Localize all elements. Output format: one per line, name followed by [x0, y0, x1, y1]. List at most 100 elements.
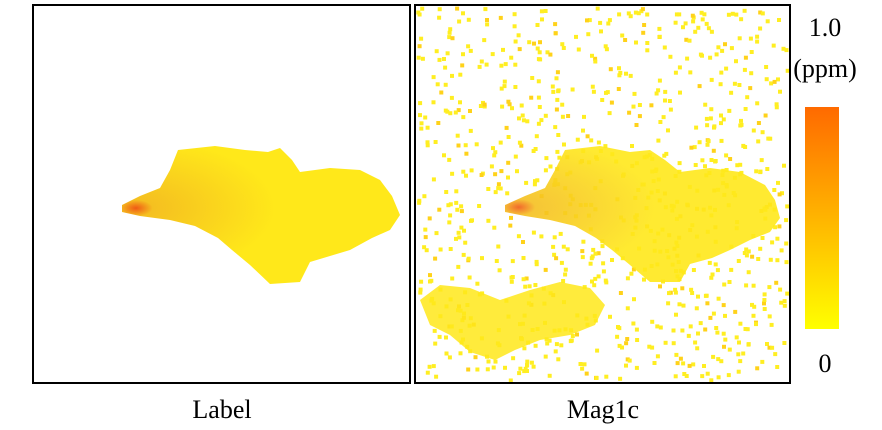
noise-pixel [513, 62, 518, 67]
noise-pixel [779, 300, 784, 305]
noise-pixel [580, 249, 585, 254]
noise-pixel [594, 375, 599, 380]
noise-pixel [467, 275, 472, 280]
noise-pixel [784, 48, 789, 53]
noise-pixel [631, 267, 636, 272]
noise-pixel [555, 97, 560, 102]
noise-pixel [502, 79, 507, 84]
noise-pixel [499, 63, 504, 68]
noise-pixel [582, 362, 587, 367]
noise-pixel [585, 134, 590, 139]
noise-pixel [758, 169, 763, 174]
noise-pixel [617, 12, 622, 17]
noise-pixel [559, 260, 564, 265]
noise-pixel [454, 236, 458, 241]
noise-pixel [632, 91, 637, 96]
noise-pixel [450, 171, 455, 176]
noise-pixel [443, 65, 448, 70]
noise-pixel [516, 234, 521, 239]
noise-pixel [450, 36, 455, 41]
noise-pixel [765, 19, 770, 24]
noise-pixel [661, 115, 666, 120]
noise-pixel [423, 235, 428, 240]
noise-pixel [500, 104, 505, 109]
noise-pixel [723, 337, 728, 342]
noise-pixel [442, 153, 446, 158]
noise-pixel [784, 218, 789, 223]
noise-pixel [433, 341, 438, 346]
noise-pixel [536, 57, 541, 62]
noise-pixel [492, 225, 497, 230]
noise-pixel [718, 82, 723, 87]
noise-pixel [743, 107, 748, 111]
noise-pixel [713, 159, 718, 164]
noise-pixel [729, 267, 734, 272]
noise-pixel [455, 133, 460, 138]
noise-pixel [759, 158, 764, 163]
noise-pixel [520, 113, 525, 118]
noise-pixel [468, 128, 473, 133]
noise-pixel [784, 260, 789, 265]
noise-pixel [724, 168, 729, 172]
noise-pixel [684, 374, 689, 378]
noise-pixel [693, 163, 698, 167]
noise-pixel [624, 71, 628, 76]
panel-frame [414, 4, 791, 384]
noise-pixel [663, 98, 667, 103]
noise-pixel [629, 271, 634, 276]
noise-pixel [649, 103, 654, 108]
noise-pixel [473, 355, 478, 360]
noise-pixel [449, 95, 454, 100]
noise-pixel [770, 240, 775, 245]
noise-pixel [785, 68, 790, 73]
noise-pixel [581, 239, 586, 244]
noise-pixel [771, 43, 776, 48]
noise-pixel [720, 48, 725, 53]
noise-pixel [623, 38, 628, 42]
noise-pixel [600, 98, 605, 102]
noise-pixel [704, 21, 709, 26]
noise-pixel [420, 56, 425, 61]
noise-pixel [548, 52, 553, 57]
noise-pixel [553, 22, 558, 27]
noise-pixel [576, 47, 581, 52]
noise-pixel [444, 351, 449, 356]
noise-pixel [743, 327, 748, 331]
noise-pixel [766, 136, 771, 141]
noise-pixel [587, 18, 592, 23]
noise-pixel [657, 78, 662, 83]
noise-pixel [739, 122, 744, 127]
noise-pixel [722, 344, 726, 349]
noise-pixel [512, 12, 517, 17]
noise-pixel [601, 261, 606, 266]
noise-pixel [639, 9, 644, 14]
noise-pixel [673, 70, 678, 75]
noise-pixel [437, 57, 442, 62]
noise-pixel [677, 302, 682, 307]
label-panel [32, 4, 411, 384]
noise-pixel [697, 140, 702, 145]
noise-pixel [539, 118, 544, 123]
noise-pixel [459, 204, 464, 209]
noise-pixel [435, 82, 440, 87]
noise-pixel [772, 188, 777, 192]
noise-pixel [543, 113, 548, 118]
noise-pixel [627, 358, 632, 363]
noise-pixel [466, 17, 471, 22]
noise-pixel [735, 163, 740, 168]
noise-pixel [746, 249, 751, 254]
noise-pixel [750, 254, 755, 259]
noise-pixel [486, 187, 491, 191]
noise-pixel [447, 35, 452, 40]
noise-pixel [737, 340, 741, 345]
noise-pixel [561, 279, 566, 283]
noise-pixel [593, 251, 598, 256]
noise-pixel [464, 151, 469, 156]
noise-pixel [561, 244, 566, 249]
noise-pixel [762, 301, 766, 306]
noise-pixel [696, 294, 700, 299]
noise-pixel [624, 363, 628, 368]
colorbar [805, 107, 839, 329]
noise-pixel [592, 283, 597, 288]
noise-pixel [547, 338, 552, 343]
